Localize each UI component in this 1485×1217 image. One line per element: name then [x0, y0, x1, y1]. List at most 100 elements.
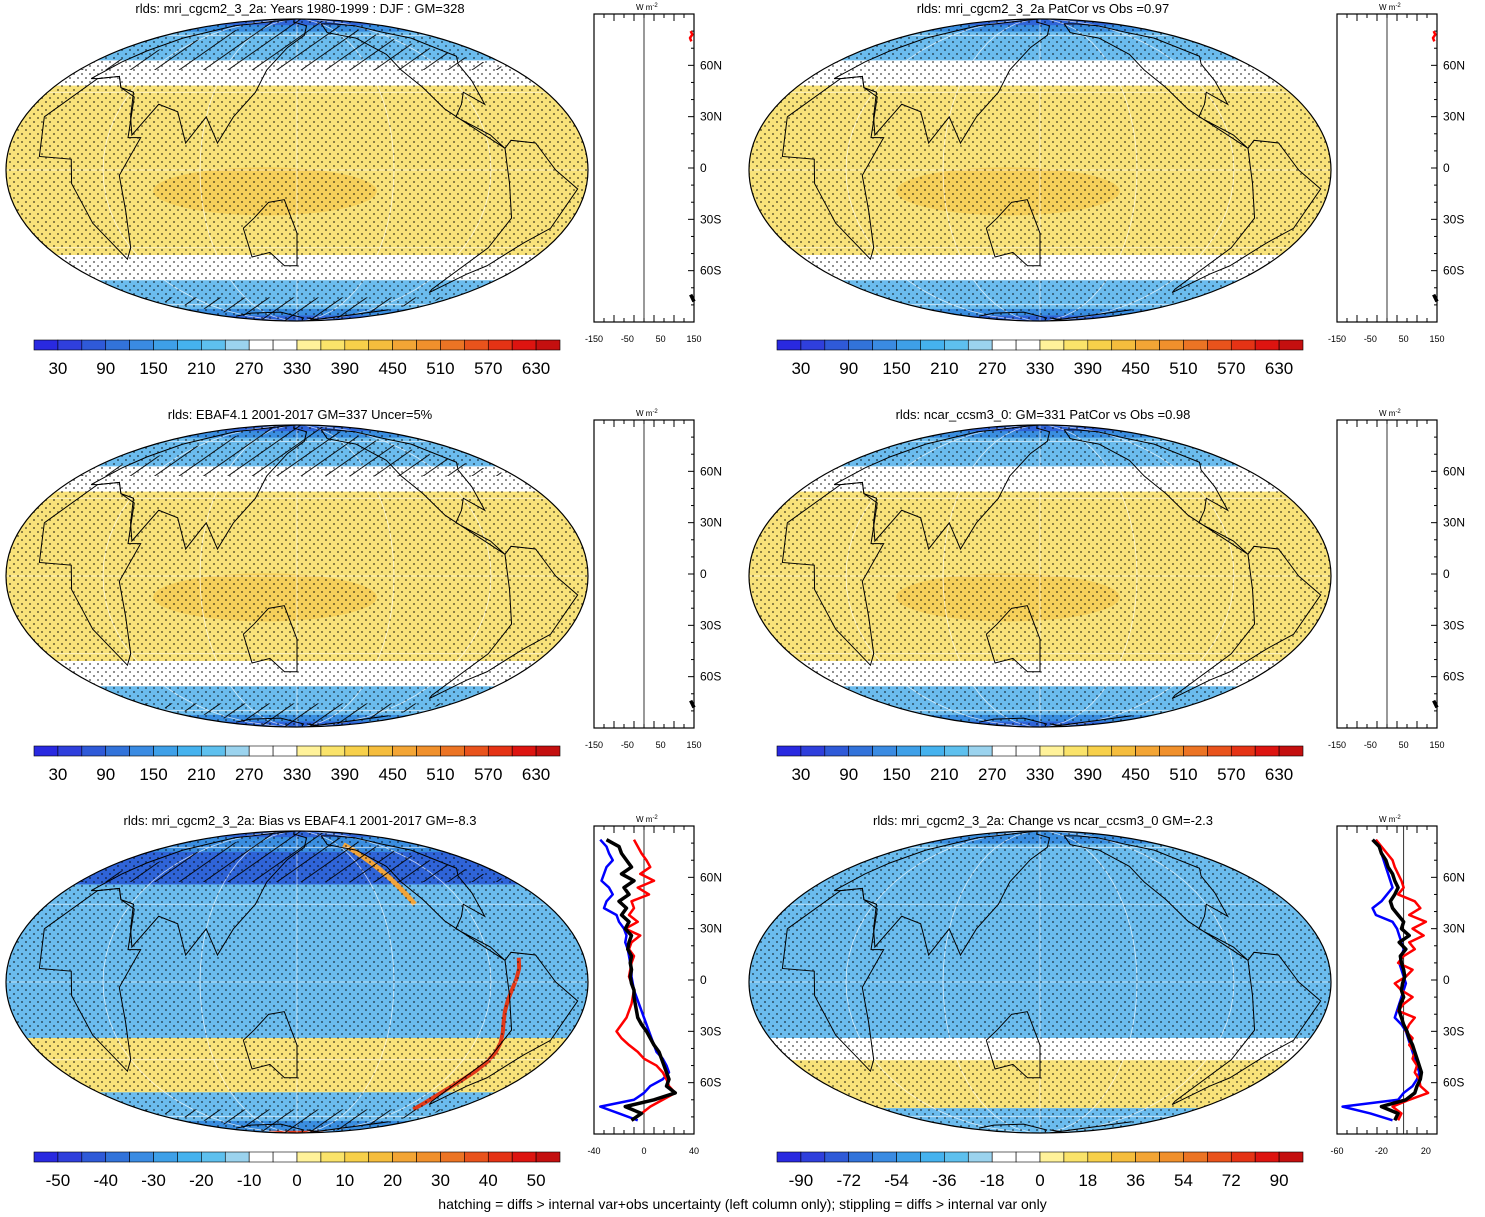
colorbar-swatch — [1015, 1151, 1041, 1163]
zonal-unit-label: W m-2 — [1379, 3, 1401, 12]
colorbar-swatch — [368, 745, 393, 757]
colorbar-swatch — [920, 339, 945, 351]
coastline — [781, 481, 885, 667]
zonal-series-line — [1432, 699, 1439, 709]
colorbar-swatch — [824, 745, 850, 757]
colorbar-swatch — [368, 339, 393, 351]
zonal-mean-plot: W m-2 -150 -50 50 150 60N 30N 0 30S 60S — [1328, 409, 1465, 750]
colorbar-swatch — [177, 339, 202, 351]
colorbar-label: 510 — [426, 765, 454, 783]
colorbar-swatch — [535, 1151, 561, 1163]
colorbar-swatch — [824, 339, 850, 351]
colorbar: -90 -72 -54 -36 -18 0 18 36 54 72 90 — [776, 1151, 1304, 1189]
colorbar-swatch — [1159, 339, 1184, 351]
colorbar-swatch — [511, 745, 537, 757]
colorbar-swatch — [33, 745, 59, 757]
colorbar-label: 450 — [378, 359, 406, 377]
colorbar-label: 210 — [187, 765, 215, 783]
colorbar-label: -72 — [836, 1171, 861, 1189]
colorbar: -50 -40 -30 -20 -10 0 10 20 30 40 50 — [33, 1151, 561, 1189]
colorbar-swatch — [1230, 745, 1256, 757]
colorbar-label: 18 — [1078, 1171, 1097, 1189]
colorbar-swatch — [224, 745, 250, 757]
coastline — [1171, 545, 1322, 700]
coastline — [320, 23, 506, 149]
colorbar-swatch — [991, 1151, 1017, 1163]
colorbar-label: 210 — [187, 359, 215, 377]
coastline — [1063, 429, 1249, 555]
colorbar-swatch — [1135, 1151, 1160, 1163]
coastline — [90, 425, 308, 551]
coastline — [320, 835, 506, 961]
colorbar-label: -54 — [884, 1171, 909, 1189]
coastline — [38, 887, 142, 1073]
colorbar-label: 30 — [791, 359, 810, 377]
colorbar-label: 30 — [791, 765, 810, 783]
colorbar-label: 330 — [283, 765, 311, 783]
coastline — [38, 481, 142, 667]
lat-tick-label: 0 — [1443, 973, 1450, 987]
colorbar-swatch — [464, 339, 489, 351]
x-tick-label: 40 — [689, 1146, 699, 1156]
colorbar-swatch — [1087, 339, 1113, 351]
zonal-unit-label: W m-2 — [636, 409, 658, 418]
colorbar-swatch — [535, 339, 561, 351]
coastline — [235, 1121, 389, 1133]
colorbar-swatch — [1039, 745, 1065, 757]
colorbar-swatch — [201, 1151, 226, 1163]
colorbar-swatch — [776, 339, 802, 351]
colorbar-label: 570 — [1217, 765, 1245, 783]
map-model-mean — [5, 18, 589, 322]
x-tick-label: 150 — [1429, 334, 1444, 344]
colorbar-swatch — [1230, 1151, 1256, 1163]
colorbar: 30 90 150 210 270 330 390 450 510 570 630 — [776, 339, 1304, 377]
coastline — [235, 715, 389, 727]
colorbar-swatch — [967, 339, 993, 351]
map-border — [748, 18, 1332, 322]
coastline — [1063, 835, 1249, 961]
lat-tick-label: 60S — [1443, 670, 1464, 684]
colorbar-label: -90 — [789, 1171, 814, 1189]
colorbar-swatch — [201, 339, 226, 351]
colorbar-label: 72 — [1222, 1171, 1241, 1189]
colorbar-swatch — [129, 1151, 154, 1163]
coastline — [242, 199, 298, 267]
lat-tick-label: 30N — [700, 110, 722, 124]
colorbar-swatch — [1183, 1151, 1208, 1163]
map-ref-model-mean — [748, 424, 1332, 728]
colorbar-swatch — [487, 339, 513, 351]
panel-model-patcor: rlds: mri_cgcm2_3_2a PatCor vs Obs =0.97… — [743, 0, 1485, 405]
colorbar-swatch — [896, 745, 921, 757]
colorbar-swatch — [1207, 745, 1232, 757]
colorbar-swatch — [896, 1151, 921, 1163]
colorbar-swatch — [1111, 339, 1136, 351]
zonal-unit-label: W m-2 — [636, 815, 658, 824]
hatching — [140, 1109, 454, 1133]
coastline — [242, 1011, 298, 1079]
colorbar-label: 390 — [331, 765, 359, 783]
colorbar-swatch — [1159, 1151, 1184, 1163]
colorbar-swatch — [296, 745, 322, 757]
colorbar-label: 330 — [1026, 359, 1054, 377]
colorbar-label: 210 — [930, 765, 958, 783]
colorbar-swatch — [33, 1151, 59, 1163]
lat-tick-label: 60S — [700, 670, 721, 684]
stippling — [749, 831, 1331, 1133]
panel-bias: rlds: mri_cgcm2_3_2a: Bias vs EBAF4.1 20… — [0, 812, 742, 1217]
coastline — [90, 19, 308, 145]
colorbar-swatch — [944, 339, 969, 351]
zonal-mean-plot: W m-2 -40 0 40 60N 30N 0 30S 60S — [587, 815, 722, 1156]
colorbar-swatch — [800, 339, 826, 351]
colorbar-swatch — [416, 1151, 441, 1163]
colorbar-label: -20 — [189, 1171, 214, 1189]
colorbar-label: 450 — [1121, 359, 1149, 377]
x-tick-label: -150 — [585, 334, 603, 344]
zonal-series-line — [615, 839, 677, 1122]
colorbar-label: 510 — [1169, 359, 1197, 377]
colorbar-label: 630 — [1265, 359, 1293, 377]
map-model-patcor — [748, 18, 1332, 322]
coastline — [38, 75, 142, 261]
map-border — [5, 424, 589, 728]
hatching — [78, 425, 516, 477]
zonal-mean-plot: W m-2 -150 -50 50 150 60N 30N 0 30S 60S — [585, 3, 722, 344]
